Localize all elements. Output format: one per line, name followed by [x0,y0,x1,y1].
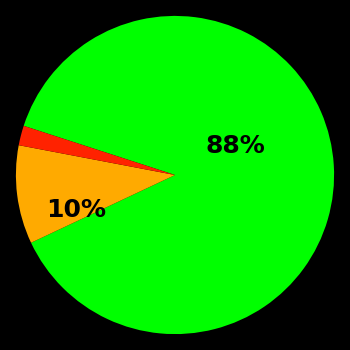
Text: 88%: 88% [205,134,265,158]
Wedge shape [16,145,175,243]
Wedge shape [19,126,175,175]
Text: 10%: 10% [46,198,106,222]
Wedge shape [24,16,334,334]
